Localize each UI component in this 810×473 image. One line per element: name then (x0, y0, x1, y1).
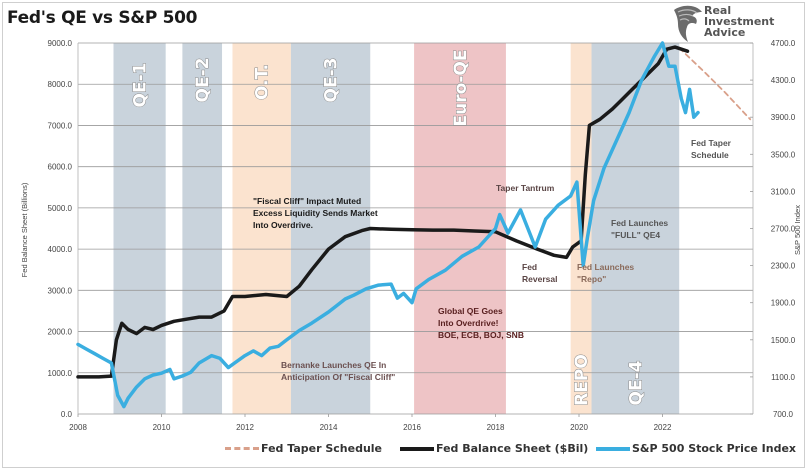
axes-layer: 0.0 1000.0 2000.0 3000.0 4000.0 5000.0 6000.0 7… (20, 39, 802, 432)
annotation: Fed Taper Schedule (691, 138, 732, 160)
band-qe-2 (182, 43, 223, 414)
y-tick-label: 7000.0 (48, 121, 73, 130)
annotation: Global QE Goes Into Overdrive! BOE, ECB, B… (438, 306, 524, 340)
legend-item-taper: Fed Taper Schedule (225, 442, 382, 455)
logo-line-3: Advice (704, 26, 746, 39)
legend: Fed Taper Schedule Fed Balance Sheet ($B… (0, 442, 810, 462)
y2-axis-title: S&P 500 Index (793, 205, 802, 255)
legend-swatch-sp500 (596, 446, 630, 451)
y2-tick-label: 1100.0 (771, 373, 795, 382)
y-tick-label: 6000.0 (48, 163, 73, 172)
y-tick-label: 4000.0 (48, 245, 73, 254)
annotation-line: Reversal (522, 274, 557, 284)
x-tick-label: 2022 (654, 423, 672, 432)
y-tick-label: 0.0 (61, 410, 73, 419)
annotation-line: "Repo" (577, 274, 606, 284)
annotations-layer: "Fiscal Cliff" Impact Muted Excess Liquid… (253, 138, 732, 382)
band-label: REPO (572, 354, 592, 406)
x-tick-label: 2020 (570, 423, 588, 432)
band-labels-layer: QE-1 QE-2 O.T. QE-3 Euro-QE REPO QE-4 (130, 49, 647, 406)
band-label: QE-2 (193, 58, 213, 103)
annotation: "Fiscal Cliff" Impact Muted Excess Liquid… (253, 196, 378, 230)
annotation: Fed Reversal (522, 262, 557, 284)
annotation-line: Fed Taper (691, 138, 732, 148)
x-tick-label: 2008 (69, 423, 87, 432)
x-tick-label: 2018 (487, 423, 505, 432)
annotation-line: Fed Launches (611, 218, 668, 228)
annotation: Taper Tantrum (496, 183, 555, 193)
annotation-line: Anticipation Of "Fiscal Cliff" (281, 372, 395, 382)
band-qe-3 (290, 43, 371, 414)
legend-label-taper: Fed Taper Schedule (261, 442, 382, 455)
logo-line-1: Real (704, 4, 732, 17)
bands-layer (113, 43, 680, 414)
y2-tick-label: 2300.0 (771, 262, 796, 271)
y-tick-label: 3000.0 (48, 286, 73, 295)
y2-tick-label: 4300.0 (771, 76, 796, 85)
chart-title: Fed's QE vs S&P 500 (7, 8, 198, 28)
x-tick-label: 2010 (153, 423, 171, 432)
annotation-line: "Fiscal Cliff" Impact Muted (253, 196, 361, 206)
band-label: Euro-QE (451, 50, 471, 127)
legend-item-sp500: S&P 500 Stock Price Index (596, 442, 796, 455)
y2-tick-label: 700.0 (773, 410, 794, 419)
legend-swatch-balance-sheet (400, 446, 434, 451)
annotation-line: Bernanke Launches QE In (281, 360, 386, 370)
band-label: QE-3 (322, 58, 342, 103)
band-label: QE-1 (131, 63, 151, 108)
y-tick-label: 1000.0 (48, 369, 73, 378)
annotation-line: Excess Liquidity Sends Market (253, 208, 378, 218)
y2-tick-label: 4700.0 (771, 39, 796, 48)
y-tick-label: 5000.0 (48, 204, 73, 213)
x-tick-label: 2014 (320, 423, 338, 432)
legend-swatch-taper (225, 447, 259, 450)
y2-tick-label: 3900.0 (771, 113, 796, 122)
annotation: Fed Launches "Repo" (577, 262, 634, 284)
x-tick-label: 2016 (403, 423, 421, 432)
legend-item-balance-sheet: Fed Balance Sheet ($Bil) (400, 442, 588, 455)
band-label: QE-4 (626, 360, 646, 405)
y2-tick-label: 1500.0 (771, 336, 796, 345)
annotation-line: Fed Launches (577, 262, 634, 272)
annotation: Bernanke Launches QE In Anticipation Of "… (281, 360, 395, 382)
eagle-head-icon (674, 5, 702, 43)
band-qe-4 (591, 43, 680, 414)
series-line-fed-taper-schedule (678, 47, 752, 121)
logo-line-2: Investment (704, 15, 775, 28)
annotation-line: Taper Tantrum (496, 183, 555, 193)
logo (672, 4, 802, 44)
logo-text: Real Investment Advice (704, 5, 774, 38)
y-tick-label: 8000.0 (48, 80, 73, 89)
band-qe-1 (113, 43, 166, 414)
band-label: O.T. (253, 64, 273, 100)
series-line-s-p-500-stock-price-index (76, 41, 700, 409)
annotation-line: "FULL" QE4 (611, 230, 660, 240)
annotation-line: Fed (522, 262, 537, 272)
x-tick-label: 2012 (236, 423, 254, 432)
y2-tick-label: 1900.0 (771, 299, 796, 308)
series-line-fed-balance-sheet-bil (76, 45, 690, 379)
annotation: Fed Launches "FULL" QE4 (611, 218, 668, 240)
y2-tick-label: 2700.0 (771, 225, 796, 234)
y-tick-label: 2000.0 (48, 328, 73, 337)
y2-tick-label: 3500.0 (771, 150, 796, 159)
annotation-line: Into Overdrive. (253, 220, 313, 230)
annotation-line: Schedule (691, 150, 729, 160)
legend-label-sp500: S&P 500 Stock Price Index (632, 442, 797, 455)
band-o-t- (232, 43, 291, 414)
annotation-line: Into Overdrive! (438, 318, 499, 328)
series-layer (76, 41, 752, 409)
legend-label-balance-sheet: Fed Balance Sheet ($Bil) (436, 442, 589, 455)
annotation-line: BOE, ECB, BOJ, SNB (438, 330, 524, 340)
y2-tick-label: 3100.0 (771, 187, 796, 196)
y-tick-label: 9000.0 (48, 39, 73, 48)
annotation-line: Global QE Goes (438, 306, 503, 316)
y-axis-title: Fed Balance Sheet (Billions) (20, 182, 29, 277)
